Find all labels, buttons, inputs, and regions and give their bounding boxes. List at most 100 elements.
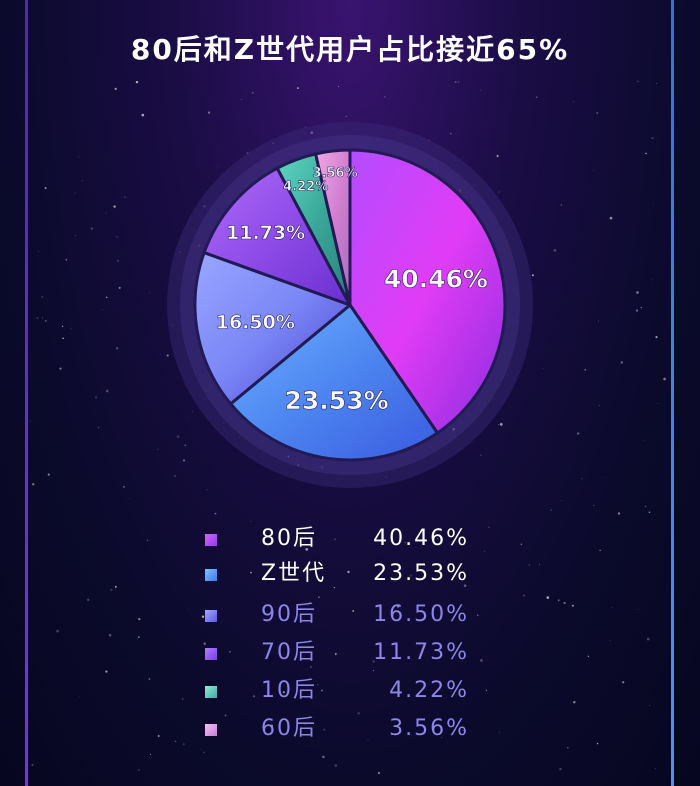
star-dot	[157, 735, 160, 737]
star-dot	[172, 324, 174, 326]
star-dot	[499, 423, 503, 426]
star-dot	[609, 216, 613, 220]
star-dot	[252, 92, 254, 94]
star-dot	[296, 458, 298, 460]
star-dot	[645, 152, 647, 155]
star-dot	[282, 691, 285, 694]
star-dot	[357, 712, 360, 715]
star-dot	[188, 417, 190, 419]
star-dot	[441, 737, 443, 738]
star-dot	[338, 86, 340, 87]
frame-right-line	[671, 0, 674, 786]
star-dot	[560, 204, 562, 206]
legend-value: 23.53%	[373, 561, 469, 586]
star-dot	[584, 369, 586, 371]
star-dot	[320, 466, 324, 469]
star-dot	[410, 574, 413, 577]
star-dot	[207, 111, 211, 114]
star-dot	[352, 610, 355, 612]
star-dot	[176, 435, 180, 438]
star-dot	[651, 136, 654, 140]
star-dot	[498, 191, 500, 193]
star-dot	[323, 728, 326, 731]
star-dot	[214, 512, 217, 515]
star-dot	[499, 731, 500, 733]
legend-swatch	[205, 724, 217, 736]
star-dot	[90, 227, 94, 230]
star-dot	[250, 571, 252, 574]
star-dot	[113, 205, 116, 208]
star-dot	[563, 601, 566, 605]
star-dot	[557, 599, 560, 602]
legend-label: 90后	[261, 602, 317, 627]
star-dot	[147, 539, 149, 541]
star-dot	[94, 396, 98, 399]
star-dot	[114, 87, 117, 91]
star-dot	[635, 309, 639, 312]
star-dot	[137, 105, 139, 107]
star-dot	[636, 291, 639, 294]
star-dot	[191, 411, 193, 413]
star-dot	[654, 768, 656, 770]
star-dot	[81, 180, 83, 182]
star-dot	[597, 320, 600, 322]
star-dot	[653, 203, 655, 205]
star-dot	[620, 361, 624, 364]
star-dot	[637, 80, 639, 82]
star-dot	[426, 149, 427, 151]
pie-data-label-3: 16.50%	[216, 311, 295, 333]
star-dot	[334, 764, 338, 767]
star-dot	[520, 543, 523, 546]
pie-slice-2	[229, 303, 439, 462]
star-dot	[79, 696, 80, 698]
star-dot	[114, 585, 117, 588]
legend-swatch	[205, 534, 217, 546]
star-dot	[546, 596, 550, 599]
frame-left-line	[25, 0, 28, 786]
star-dot	[587, 655, 590, 658]
star-dot	[318, 596, 320, 598]
star-dot	[287, 455, 290, 458]
star-dot	[183, 743, 185, 745]
pie-slice-1	[348, 148, 507, 435]
star-dot	[543, 368, 545, 369]
star-dot	[31, 763, 34, 766]
star-dot	[397, 605, 400, 608]
legend-item: 90后 16.50%	[205, 600, 505, 634]
star-dot	[577, 432, 580, 435]
star-dot	[148, 678, 151, 680]
star-dot	[138, 769, 140, 771]
star-dot	[303, 569, 306, 572]
pie-data-label-4: 11.73%	[226, 222, 305, 244]
star-dot	[454, 81, 457, 83]
star-dot	[56, 629, 59, 633]
star-dot	[138, 617, 141, 621]
legend-value: 3.56%	[389, 716, 469, 741]
star-dot	[649, 704, 651, 706]
star-dot	[310, 131, 314, 135]
pie-data-label-5: 4.22%	[283, 180, 328, 195]
star-dot	[137, 636, 140, 639]
star-dot	[657, 403, 659, 404]
star-dot	[44, 319, 47, 322]
star-dot	[462, 730, 464, 732]
star-dot	[535, 96, 538, 99]
star-dot	[101, 309, 103, 311]
star-dot	[488, 526, 490, 528]
star-dot	[437, 537, 439, 539]
star-dot	[206, 489, 208, 491]
legend-label: 60后	[261, 716, 317, 741]
star-dot	[463, 584, 467, 588]
star-dot	[166, 354, 169, 357]
star-dot	[135, 80, 139, 84]
star-dot	[656, 83, 658, 85]
star-dot	[182, 459, 186, 462]
star-dot	[38, 251, 40, 253]
star-dot	[187, 607, 189, 609]
star-dot	[377, 772, 380, 774]
star-dot	[74, 192, 76, 194]
star-dot	[62, 337, 64, 340]
star-dot	[148, 292, 150, 294]
star-dot	[42, 317, 43, 319]
star-dot	[459, 189, 462, 192]
